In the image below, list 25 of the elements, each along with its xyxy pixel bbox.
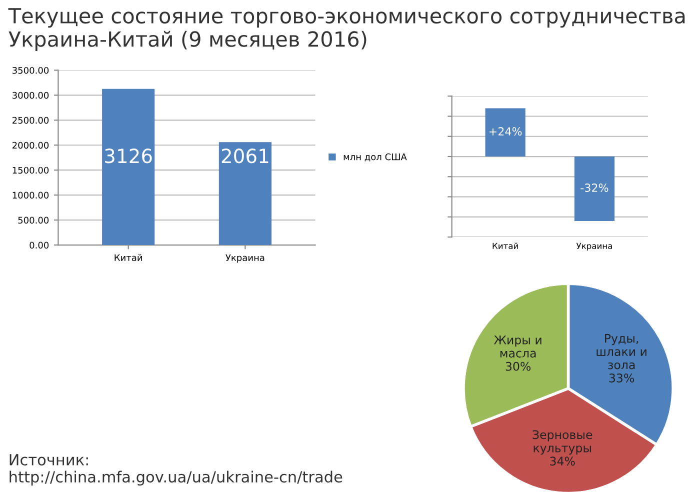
text: Источник: http://china.mfa.gov.ua/ua/ukraine-cn/trade: [10, 454, 342, 486]
y-tick-label: 0.00: [30, 242, 49, 249]
text: -32%: [580, 184, 608, 192]
data-label: 3126: [105, 148, 152, 164]
x-tick-label: Китай: [114, 254, 142, 262]
y-tick-label: 1000.00: [12, 192, 49, 199]
x-tick-label: Китай: [492, 242, 518, 250]
y-tick-label: 2000.00: [12, 142, 49, 149]
y-tick-label: 1500.00: [12, 166, 49, 174]
data-label: 33%: [609, 374, 634, 382]
x-tick-label: Украина: [226, 254, 264, 263]
slice-label: Зерновые культуры: [532, 430, 592, 455]
y-tick-label: 3500.00: [12, 66, 49, 74]
y-tick-label: 3000.00: [12, 92, 49, 99]
data-label: 30%: [506, 362, 531, 371]
slice-label: Руды, шлаки и зола: [596, 334, 646, 370]
x-tick-label: Украина: [576, 242, 612, 251]
data-label: 2061: [222, 148, 268, 164]
text: +24%: [489, 127, 522, 136]
legend-label: млн дол США: [344, 153, 407, 162]
y-tick-label: 2500.00: [12, 116, 49, 124]
slice-label: Жиры и масла: [494, 336, 542, 358]
chart-title: Текущее состояние торгово-экономического сотрудничества Украина-Китай (9 месяцев 2016): [8, 8, 685, 51]
data-label: 34%: [550, 456, 575, 466]
y-tick-label: 500.00: [18, 216, 49, 224]
